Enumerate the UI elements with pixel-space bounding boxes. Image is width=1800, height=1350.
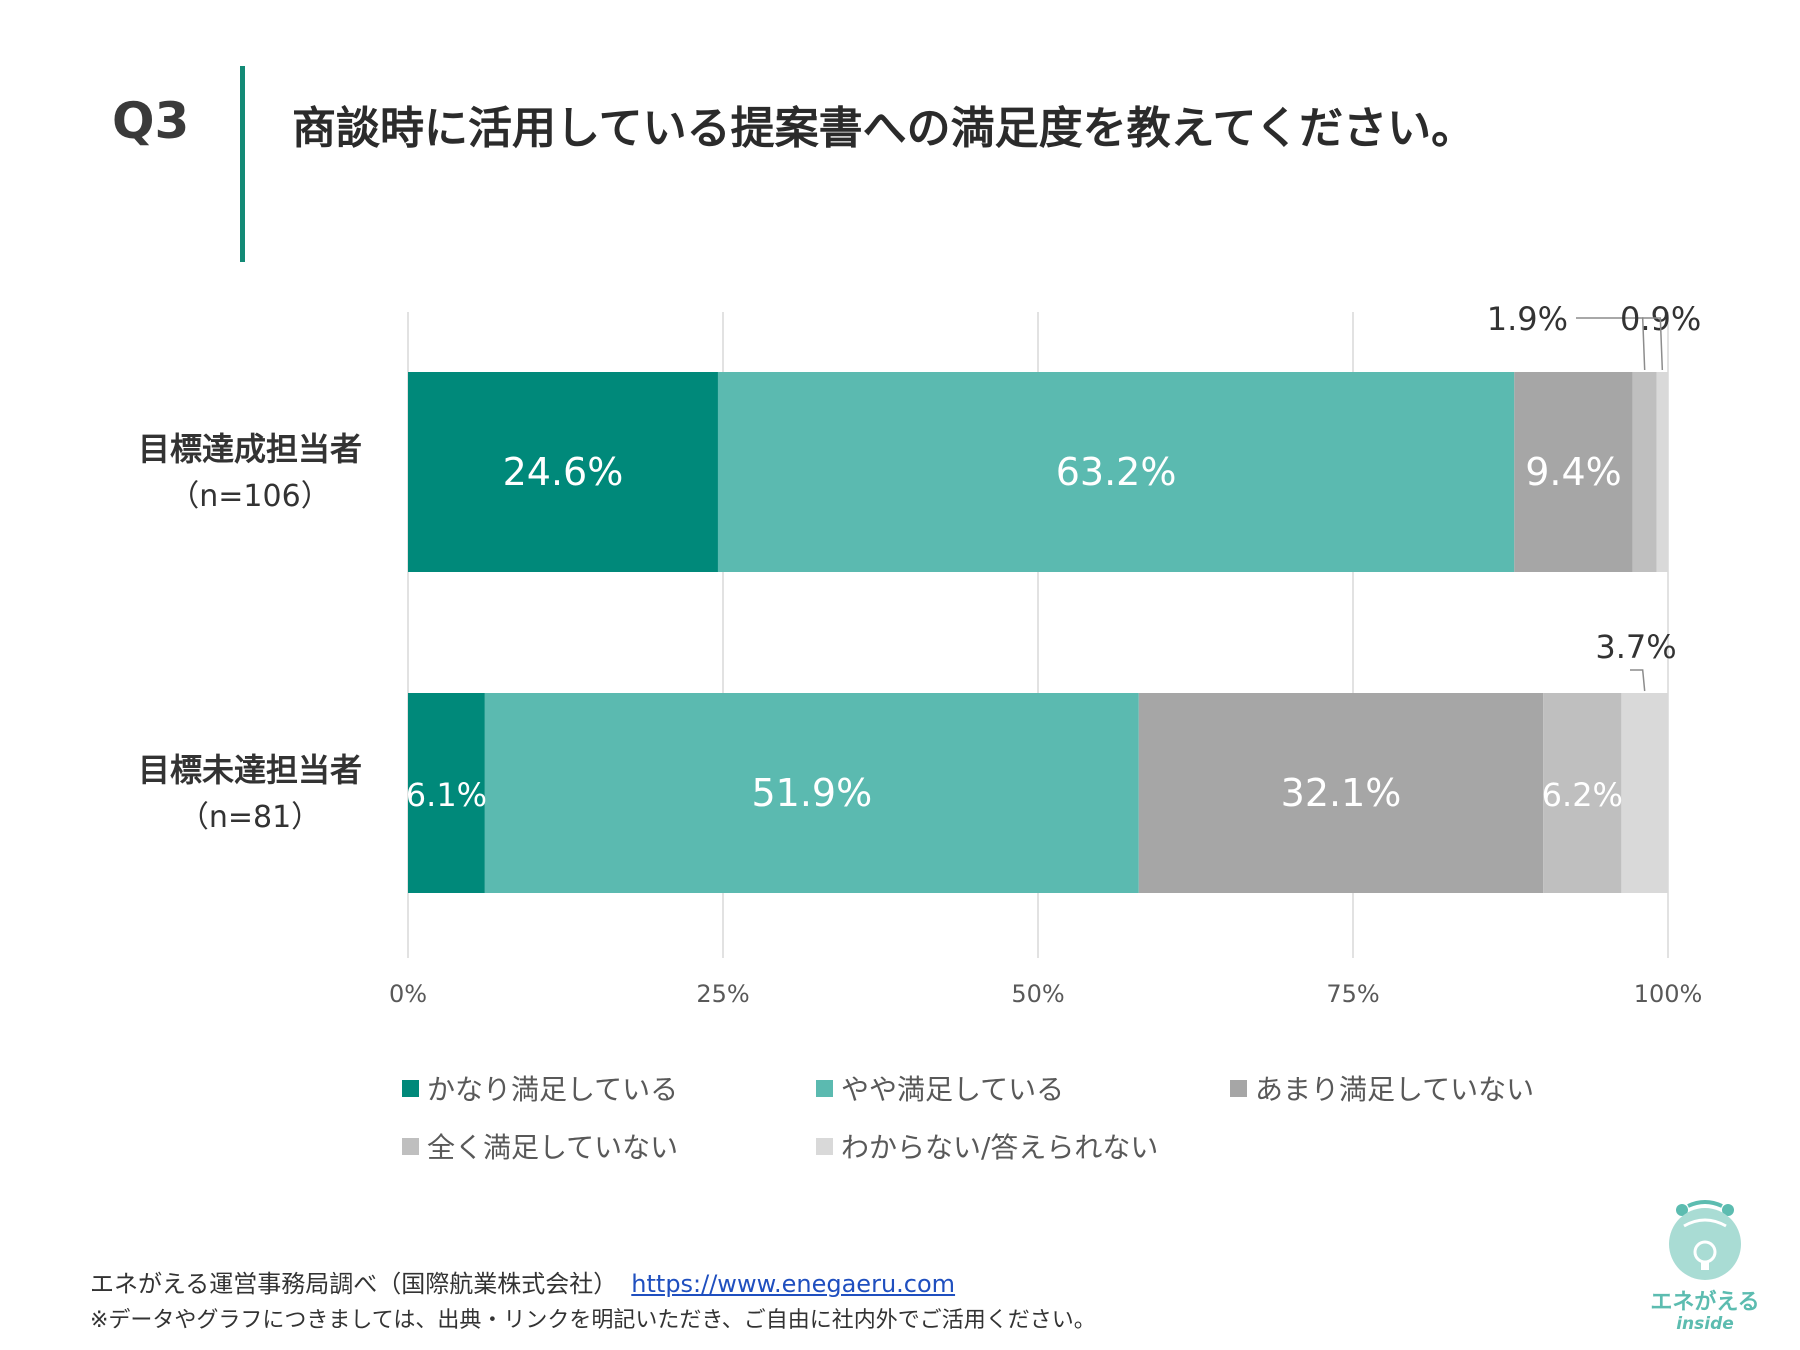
bar-segment <box>1632 372 1657 572</box>
data-label: 3.7% <box>1595 628 1676 666</box>
data-label: 51.9% <box>751 771 872 815</box>
bar-segment <box>408 693 485 893</box>
x-tick-label: 50% <box>1011 980 1064 1008</box>
data-label: 9.4% <box>1525 450 1622 494</box>
frog-bulb-icon <box>1669 1200 1741 1280</box>
source-link[interactable]: https://www.enegaeru.com <box>631 1270 956 1298</box>
legend-swatch <box>816 1079 833 1097</box>
data-label: 32.1% <box>1281 771 1402 815</box>
bar-segment <box>1656 372 1668 572</box>
bar-segment <box>408 372 718 572</box>
legend-item: やや満足している <box>816 1068 1230 1108</box>
legend-item: かなり満足している <box>402 1068 816 1108</box>
leader-line <box>1630 669 1646 692</box>
source-text: エネがえる運営事務局調べ（国際航業株式会社） <box>90 1270 618 1298</box>
data-label: 63.2% <box>1056 450 1177 494</box>
page-title: 商談時に活用している提案書への満足度を教えてください。 <box>292 103 1476 154</box>
legend-label: あまり満足していない <box>1255 1073 1535 1106</box>
category-sample-size: （n=106） <box>169 479 330 514</box>
logo-text: エネがえる <box>1650 1290 1760 1315</box>
bar-segment <box>717 372 1515 572</box>
x-tick-label: 0% <box>389 980 427 1008</box>
chart-legend: かなり満足している やや満足している あまり満足していない全く満足していない わからな… <box>402 1068 1662 1166</box>
enegaeru-logo: エネがえる inside <box>1640 1196 1770 1341</box>
legend-item: わからない/答えられない <box>816 1126 1230 1166</box>
legend-item: 全く満足していない <box>402 1126 816 1166</box>
legend-label: やや満足している <box>841 1073 1065 1106</box>
data-label: 6.1% <box>406 776 487 814</box>
legend-item: あまり満足していない <box>1230 1068 1644 1108</box>
stacked-bar-chart: 0% 25% 50% 75% 100% 目標達成担当者 （n=106） 目標未達担当者 （n=8… <box>138 300 1703 1008</box>
category-label: 目標未達担当者 <box>138 751 362 789</box>
usage-note: ※データやグラフにつきましては、出典・リンクを明記いただき、ご自由に社内外でご活… <box>90 1308 1096 1333</box>
leader-line <box>1642 317 1664 371</box>
data-label: 6.2% <box>1542 776 1623 814</box>
data-label: 1.9% <box>1487 300 1568 338</box>
x-tick-label: 25% <box>696 980 749 1008</box>
legend-label: かなり満足している <box>427 1073 679 1106</box>
bar-segment <box>484 693 1139 893</box>
x-tick-label: 100% <box>1634 980 1703 1008</box>
category-sample-size: （n=81） <box>179 800 321 835</box>
legend-swatch <box>1230 1079 1247 1097</box>
legend-swatch <box>402 1079 419 1097</box>
legend-label: 全く満足していない <box>427 1131 679 1164</box>
question-number: Q3 <box>112 92 190 150</box>
category-label: 目標達成担当者 <box>138 430 362 468</box>
legend-swatch <box>816 1137 833 1155</box>
source-line: エネがえる運営事務局調べ（国際航業株式会社） https://www.enegae… <box>90 1264 955 1299</box>
legend-swatch <box>402 1137 419 1155</box>
data-label: 24.6% <box>503 450 624 494</box>
accent-divider <box>240 66 245 262</box>
bar-segment <box>1514 372 1633 572</box>
x-tick-label: 75% <box>1326 980 1379 1008</box>
bar-segment <box>1138 693 1544 893</box>
logo-subtext: inside <box>1676 1314 1734 1334</box>
bar-segment <box>1543 693 1622 893</box>
legend-label: わからない/答えられない <box>841 1131 1159 1164</box>
bar-segment <box>1621 693 1668 893</box>
